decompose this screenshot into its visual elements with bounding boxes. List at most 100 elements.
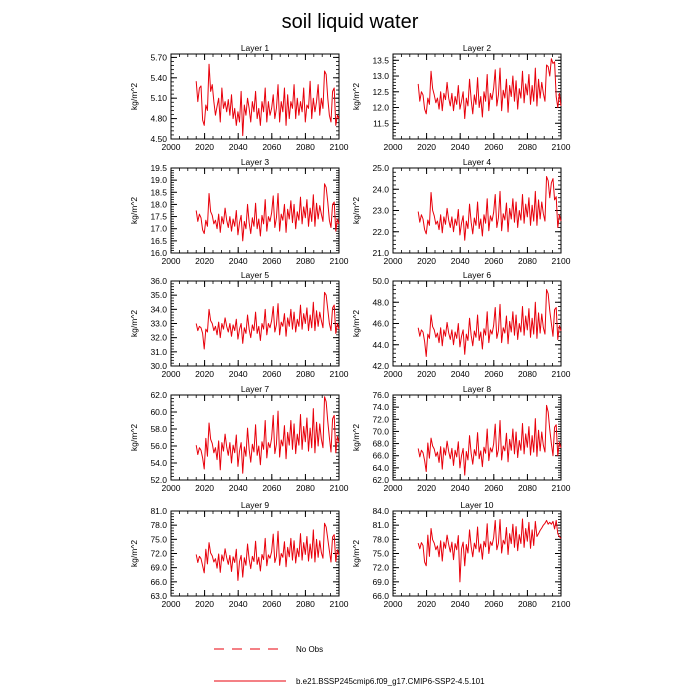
y-tick-label: 46.0 xyxy=(372,319,389,329)
y-tick-label: 13.5 xyxy=(372,55,389,65)
panel-title-layer-3: Layer 3 xyxy=(241,157,270,167)
y-tick-label: 50.0 xyxy=(372,276,389,286)
series-line-layer-3 xyxy=(195,183,340,242)
y-tick-label: 58.0 xyxy=(150,424,167,434)
panel-title-layer-1: Layer 1 xyxy=(241,43,270,53)
series-line-layer-6 xyxy=(417,289,562,357)
x-tick-label: 2100 xyxy=(330,256,349,266)
panel-title-layer-2: Layer 2 xyxy=(463,43,492,53)
y-tick-label: 11.5 xyxy=(373,118,389,128)
y-tick-label: 42.0 xyxy=(372,361,389,371)
x-tick-label: 2020 xyxy=(417,369,436,379)
y-tick-label: 44.0 xyxy=(372,340,389,350)
y-tick-label: 17.0 xyxy=(150,224,167,234)
y-tick-label: 36.0 xyxy=(150,276,167,286)
y-tick-label: 62.0 xyxy=(372,475,389,485)
series-line-layer-4 xyxy=(417,176,562,241)
series-line-layer-10 xyxy=(417,518,562,583)
x-tick-label: 2040 xyxy=(229,369,248,379)
y-tick-label: 12.5 xyxy=(372,87,389,97)
y-tick-label: 17.5 xyxy=(150,212,167,222)
x-tick-label: 2060 xyxy=(484,142,503,152)
y-axis-label-layer-8: kg/m^2 xyxy=(351,424,361,451)
x-tick-label: 2100 xyxy=(552,369,571,379)
x-tick-label: 2060 xyxy=(484,256,503,266)
y-tick-label: 69.0 xyxy=(372,577,389,587)
y-tick-label: 5.10 xyxy=(150,93,167,103)
x-tick-label: 2040 xyxy=(229,483,248,493)
y-tick-label: 62.0 xyxy=(150,390,167,400)
x-tick-label: 2000 xyxy=(162,369,181,379)
y-tick-label: 18.5 xyxy=(150,187,167,197)
x-tick-label: 2100 xyxy=(330,142,349,152)
y-tick-label: 74.0 xyxy=(372,402,389,412)
x-tick-label: 2060 xyxy=(484,599,503,609)
series-line-layer-5 xyxy=(195,291,340,350)
x-tick-label: 2000 xyxy=(384,369,403,379)
x-tick-label: 2000 xyxy=(162,483,181,493)
legend-obs-label: No Obs xyxy=(296,645,323,654)
x-tick-label: 2020 xyxy=(195,369,214,379)
y-tick-label: 24.0 xyxy=(372,184,389,194)
y-tick-label: 13.0 xyxy=(372,71,389,81)
panel-title-layer-5: Layer 5 xyxy=(241,270,270,280)
y-tick-label: 63.0 xyxy=(150,591,167,601)
panel-layer-1: Layer 1 kg/m^2 2000 2020 2040 2060 2080 2100 4.5… xyxy=(129,43,349,152)
y-axis-label-layer-7: kg/m^2 xyxy=(129,424,139,451)
plot-frame-layer-2 xyxy=(392,53,562,140)
x-tick-label: 2100 xyxy=(552,483,571,493)
y-tick-label: 72.0 xyxy=(372,414,389,424)
y-tick-label: 81.0 xyxy=(372,520,389,530)
x-tick-label: 2040 xyxy=(229,256,248,266)
x-tick-label: 2080 xyxy=(518,369,537,379)
y-tick-label: 69.0 xyxy=(150,563,167,573)
x-tick-label: 2020 xyxy=(417,483,436,493)
x-tick-label: 2020 xyxy=(195,256,214,266)
y-tick-label: 75.0 xyxy=(150,534,167,544)
y-tick-label: 32.0 xyxy=(150,333,167,343)
y-axis-label-layer-6: kg/m^2 xyxy=(351,310,361,337)
x-tick-label: 2060 xyxy=(484,369,503,379)
x-tick-label: 2000 xyxy=(162,256,181,266)
x-tick-label: 2040 xyxy=(451,599,470,609)
panel-layer-7: Layer 7 kg/m^2 2000 2020 2040 2060 2080 2100 52.… xyxy=(129,384,349,493)
x-tick-label: 2100 xyxy=(552,256,571,266)
x-tick-label: 2080 xyxy=(518,599,537,609)
x-tick-label: 2000 xyxy=(384,483,403,493)
x-tick-label: 2080 xyxy=(296,369,315,379)
y-tick-label: 12.0 xyxy=(372,103,389,113)
panel-title-layer-10: Layer 10 xyxy=(460,500,493,510)
y-tick-label: 4.80 xyxy=(150,114,167,124)
x-tick-label: 2080 xyxy=(518,142,537,152)
y-tick-label: 4.50 xyxy=(150,134,167,144)
legend-model-label: b.e21.BSSP245cmip6.f09_g17.CMIP6-SSP2-4.… xyxy=(296,677,485,686)
panel-title-layer-4: Layer 4 xyxy=(463,157,492,167)
y-tick-label: 78.0 xyxy=(372,534,389,544)
x-tick-label: 2000 xyxy=(384,256,403,266)
legend: No Obs b.e21.BSSP245cmip6.f09_g17.CMIP6-… xyxy=(214,645,485,686)
x-tick-label: 2060 xyxy=(262,142,281,152)
x-tick-label: 2100 xyxy=(330,599,349,609)
series-line-layer-9 xyxy=(195,522,340,581)
series-line-layer-2 xyxy=(417,58,562,120)
x-tick-label: 2040 xyxy=(451,483,470,493)
panel-layer-5: Layer 5 kg/m^2 2000 2020 2040 2060 2080 2100 30.… xyxy=(129,270,349,379)
y-tick-label: 84.0 xyxy=(372,506,389,516)
y-tick-label: 34.0 xyxy=(150,304,167,314)
y-tick-label: 16.0 xyxy=(150,248,167,258)
y-tick-label: 66.0 xyxy=(150,577,167,587)
x-tick-label: 2060 xyxy=(262,599,281,609)
y-tick-label: 81.0 xyxy=(150,506,167,516)
y-tick-label: 35.0 xyxy=(150,290,167,300)
x-tick-label: 2040 xyxy=(229,599,248,609)
y-axis-label-layer-1: kg/m^2 xyxy=(129,83,139,110)
panel-title-layer-7: Layer 7 xyxy=(241,384,270,394)
y-tick-label: 66.0 xyxy=(372,451,389,461)
x-tick-label: 2100 xyxy=(330,483,349,493)
y-axis-label-layer-2: kg/m^2 xyxy=(351,83,361,110)
x-tick-label: 2100 xyxy=(330,369,349,379)
y-tick-label: 60.0 xyxy=(150,407,167,417)
x-tick-label: 2020 xyxy=(417,142,436,152)
panel-title-layer-6: Layer 6 xyxy=(463,270,492,280)
